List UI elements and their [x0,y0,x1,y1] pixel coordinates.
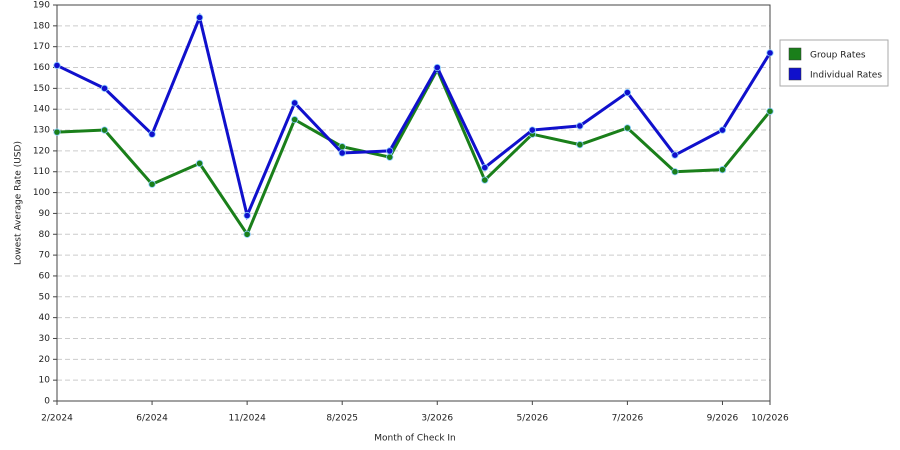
y-axis-title: Lowest Average Rate (USD) [14,141,24,265]
legend-swatch [788,47,802,61]
point [196,13,204,22]
point [528,126,536,134]
point [291,99,299,107]
y-tick-label: 40 [39,313,51,323]
y-tick-label: 30 [39,334,51,344]
point [243,211,251,220]
y-tick-label: 90 [39,209,51,219]
plot-frame [56,4,771,402]
point [100,84,109,92]
y-tick-label: 170 [33,42,50,52]
point [148,180,156,188]
point [671,168,679,176]
point [433,63,441,72]
y-tick-label: 80 [39,230,51,240]
y-tick-label: 160 [33,63,50,73]
point [481,176,489,184]
x-axis-title: Month of Check In [374,434,456,444]
point [53,128,61,136]
series-line [56,66,772,238]
y-tick-label: 150 [33,84,50,94]
y-tick-label: 60 [39,271,51,281]
y-tick-label: 10 [39,376,51,386]
point [576,122,584,130]
x-tick-label: 8/2025 [326,414,358,424]
point [386,153,394,161]
point [671,151,679,159]
point [718,166,727,174]
y-tick-label: 130 [33,126,50,136]
y-tick-label: 100 [33,188,50,198]
y-tick-label: 120 [33,146,50,156]
point [623,124,632,132]
point [386,147,394,155]
x-tick-label: 10/2026 [751,414,789,424]
point [100,126,109,134]
point [291,116,299,124]
x-tick-label: 11/2024 [228,414,266,424]
point [576,141,584,149]
y-tick-label: 0 [44,397,50,407]
point [53,61,61,70]
y-tick-label: 110 [33,167,50,177]
point [766,107,774,115]
point [243,230,251,238]
legend-label: Individual Rates [810,71,882,81]
y-tick-label: 140 [33,105,50,115]
legend-swatch [788,67,802,81]
y-tick-label: 20 [39,355,51,365]
x-tick-label: 5/2026 [516,414,548,424]
point [481,163,489,172]
legend-label: Group Rates [810,51,866,61]
series-line [56,12,772,221]
x-tick-label: 6/2024 [136,414,168,424]
x-tick-label: 2/2024 [41,414,73,424]
point [718,126,727,134]
y-tick-label: 180 [33,21,50,31]
y-tick-label: 70 [39,251,51,261]
point [148,130,156,138]
x-tick-label: 9/2026 [707,414,739,424]
y-tick-label: 190 [33,1,50,11]
point [196,159,204,167]
x-tick-label: 7/2026 [612,414,644,424]
x-tick-label: 3/2026 [421,414,453,424]
point [766,49,774,57]
point [338,149,346,157]
point [623,88,632,97]
y-tick-label: 50 [39,292,51,302]
